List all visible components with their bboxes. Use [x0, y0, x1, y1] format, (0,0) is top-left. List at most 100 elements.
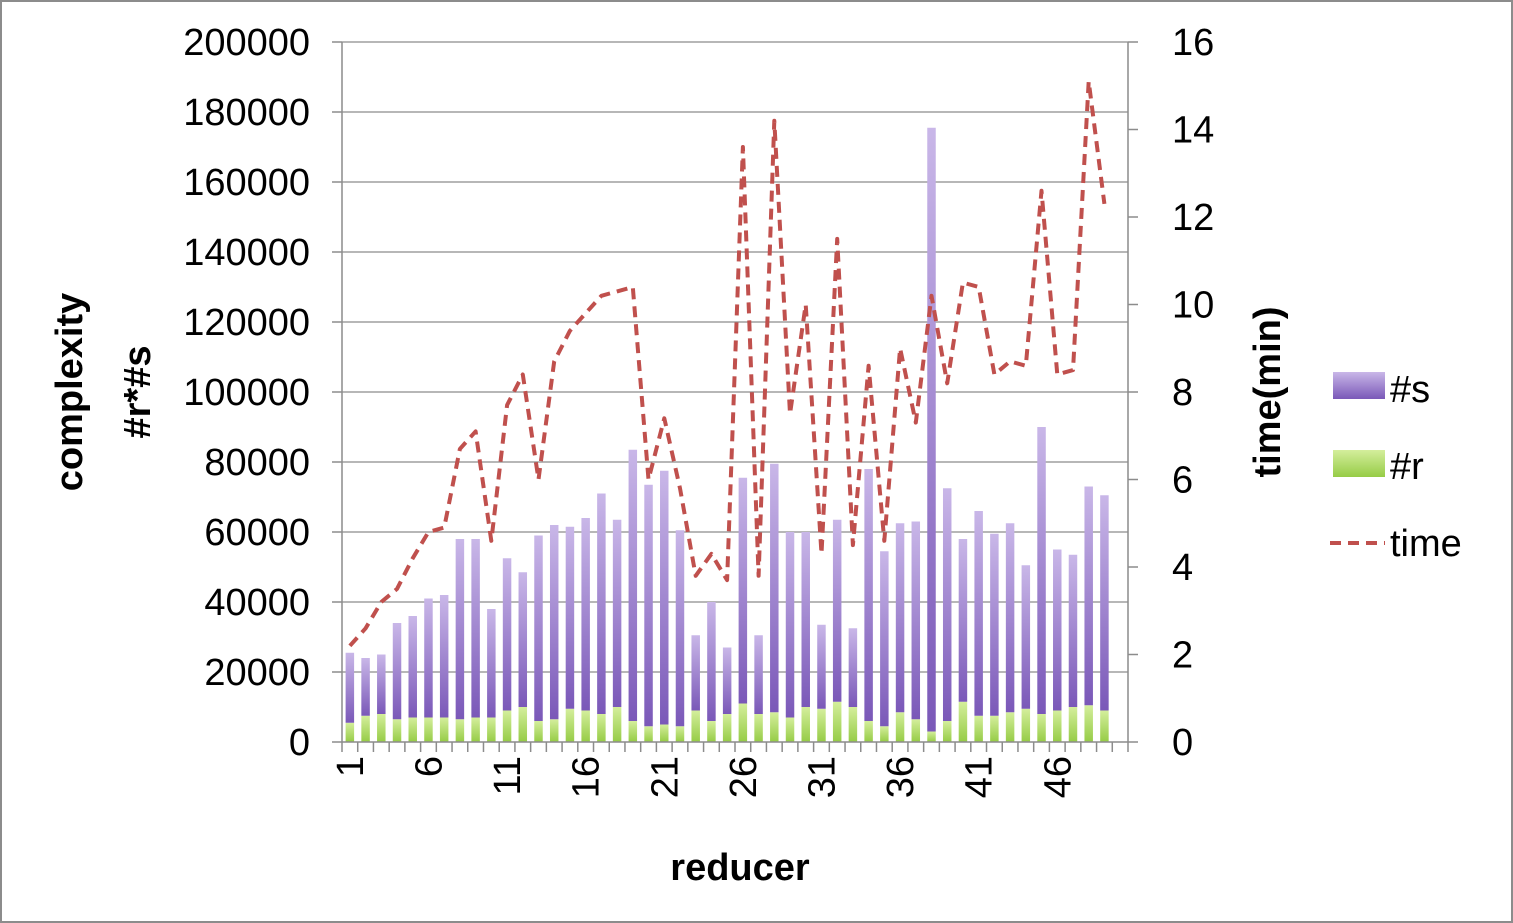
bar-r: [848, 707, 858, 742]
bar-r: [518, 707, 528, 742]
bar-s: [990, 533, 999, 716]
y-tick-label: 180000: [183, 92, 310, 134]
bar-s: [1021, 565, 1031, 709]
bar-s: [439, 595, 449, 718]
bar-s: [895, 523, 905, 713]
bar-s: [1084, 486, 1093, 706]
bar-r: [361, 715, 370, 742]
bar-s: [455, 539, 465, 720]
bar-s: [848, 628, 858, 707]
bar-r: [392, 719, 402, 742]
bar-r: [502, 710, 512, 742]
bar-s: [880, 551, 889, 727]
x-tick-label: 11: [487, 756, 529, 795]
x-axis-title: reducer: [670, 847, 810, 889]
bar-r: [895, 712, 905, 742]
y-tick-label: 20000: [204, 652, 310, 694]
bar-s: [565, 526, 575, 709]
bar-s: [1100, 495, 1109, 711]
x-tick-label: 21: [644, 756, 686, 798]
bar-r: [707, 721, 716, 742]
y-axis-title-line2: #r*#s: [117, 346, 159, 439]
y2-tick-label: 14: [1172, 110, 1214, 152]
bar-r: [565, 708, 575, 742]
y-tick-label: 0: [289, 722, 310, 764]
y2-tick-label: 4: [1172, 547, 1193, 589]
y2-axis-title: time(min): [1247, 307, 1289, 478]
legend: #s #r time: [1330, 369, 1462, 565]
y2-tick-label: 8: [1172, 372, 1193, 414]
bar-r: [455, 719, 465, 742]
bar-r: [1005, 712, 1015, 742]
bar-s: [424, 598, 433, 718]
bar-r: [911, 719, 921, 742]
x-tick-label: 46: [1037, 756, 1079, 798]
bar-r: [801, 707, 810, 742]
bar-r: [471, 717, 480, 742]
bar-s: [974, 511, 983, 716]
y2-tick-label: 16: [1172, 22, 1214, 64]
bar-s: [770, 463, 779, 713]
bar-r: [927, 731, 936, 742]
legend-swatch-s: [1333, 372, 1385, 399]
bar-r: [408, 717, 417, 742]
bar-r: [487, 717, 496, 742]
bar-s: [958, 539, 968, 702]
bar-r: [660, 724, 669, 742]
bar-r: [1068, 707, 1078, 742]
legend-label-s: #s: [1390, 369, 1430, 411]
bar-r: [1084, 705, 1093, 742]
bar-s: [722, 647, 732, 714]
tick-labels: 0 20000 40000 60000 80000 100000 120000 140000 1…: [183, 22, 1214, 798]
bar-s: [707, 602, 716, 721]
legend-label-time: time: [1390, 523, 1462, 565]
bar-s: [408, 616, 417, 718]
bar-r: [1037, 714, 1046, 742]
bar-r: [738, 703, 748, 742]
x-tick-label: 26: [723, 756, 765, 798]
x-tick-label: 36: [880, 756, 922, 798]
bar-r: [534, 721, 543, 742]
bar-r: [675, 726, 685, 742]
bar-s: [612, 519, 622, 707]
bar-s: [864, 469, 873, 721]
y2-tick-label: 2: [1172, 635, 1193, 677]
bar-s: [1053, 549, 1062, 711]
y-tick-label: 200000: [183, 22, 310, 64]
y2-tick-label: 10: [1172, 285, 1214, 327]
bar-s: [487, 609, 496, 718]
time-series-line: [348, 79, 1107, 648]
bar-r: [597, 714, 606, 742]
bar-s: [801, 532, 810, 707]
time-line: [348, 79, 1107, 648]
y-axis-title-line1: complexity: [49, 293, 91, 492]
bar-s: [392, 623, 402, 720]
bar-r: [770, 712, 779, 742]
bar-s: [345, 652, 355, 723]
bar-s: [581, 518, 590, 711]
bar-r: [864, 721, 873, 742]
bar-r: [691, 710, 700, 742]
bar-s: [628, 449, 638, 721]
bar-s: [1005, 523, 1015, 713]
bar-s: [832, 519, 842, 702]
bar-s: [754, 635, 763, 714]
bars: [345, 127, 1109, 742]
y-tick-label: 100000: [183, 372, 310, 414]
y-tick-label: 80000: [204, 442, 310, 484]
x-tick-label: 1: [330, 756, 372, 777]
bar-r: [424, 717, 433, 742]
bar-s: [817, 624, 826, 709]
x-tick-label: 6: [409, 756, 451, 777]
y2-tick-label: 12: [1172, 197, 1214, 239]
bar-r: [754, 714, 763, 742]
bar-s: [644, 484, 653, 727]
bar-s: [518, 572, 528, 707]
bar-s: [691, 635, 700, 711]
bar-r: [439, 717, 449, 742]
bar-r: [549, 719, 559, 742]
x-tick-label: 31: [802, 756, 844, 798]
bar-s: [1068, 554, 1078, 707]
axes: [332, 41, 1138, 752]
